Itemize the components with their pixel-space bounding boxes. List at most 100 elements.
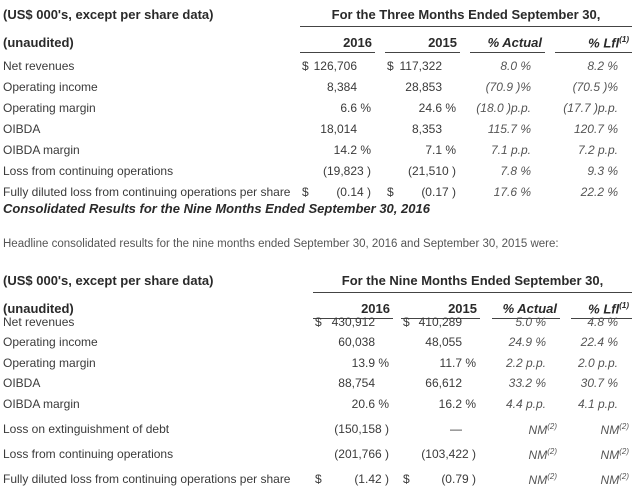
value-c2016: (0.14 )	[336, 185, 371, 199]
value-c2015: 66,612	[425, 376, 462, 390]
value-lfl: 22.2 %	[581, 185, 618, 199]
value-lfl: 7.2 p.p.	[578, 143, 618, 157]
header-underline	[313, 318, 393, 319]
value-actual: (18.0 )p.p.	[476, 101, 531, 115]
row-label: Operating margin	[3, 356, 96, 370]
row-label: Net revenues	[3, 315, 75, 329]
value-c2016: 20.6 %	[351, 397, 389, 411]
value-text: NM	[600, 423, 620, 437]
value-text: 4.1 p.p.	[577, 397, 618, 411]
col-header-text: 2016	[361, 301, 390, 316]
value-c2015: (0.17 )	[421, 185, 456, 199]
value-text: 2.2 p.p.	[505, 356, 546, 370]
value-c2015: (21,510 )	[407, 164, 456, 178]
currency-symbol: $	[302, 59, 309, 73]
value-actual: 4.4 p.p.	[506, 397, 546, 411]
value-c2015: 117,322	[399, 59, 443, 73]
footnote-ref: (1)	[619, 301, 629, 310]
value-lfl: 2.0 p.p.	[578, 356, 618, 370]
units-label: (US$ 000's, except per share data)	[3, 273, 214, 288]
value-c2016: (150,158 )	[334, 422, 389, 436]
value-text: 9.3 %	[587, 164, 618, 178]
unaudited-label: (unaudited)	[3, 301, 74, 316]
value-actual: 17.6 %	[494, 185, 531, 199]
row-label: Fully diluted loss from continuing opera…	[3, 472, 291, 486]
row-label: Loss on extinguishment of debt	[3, 422, 170, 436]
currency-symbol: $	[315, 315, 322, 329]
col-header-text: 2016	[343, 35, 372, 50]
row-label: OIBDA	[3, 122, 41, 136]
col-header-text: % Actual	[502, 301, 557, 316]
value-actual: 7.8 %	[500, 164, 531, 178]
header-underline	[401, 318, 480, 319]
row-label: OIBDA margin	[3, 143, 80, 157]
value-text: (70.9 )%	[485, 80, 531, 94]
value-text: (70.5 )%	[572, 80, 618, 94]
value-c2015: —	[450, 422, 462, 436]
value-text: 8.2 %	[587, 59, 618, 73]
value-text: 2.0 p.p.	[577, 356, 618, 370]
value-c2016: 18,014	[320, 122, 357, 136]
value-c2015: 28,853	[405, 80, 442, 94]
value-lfl: NM(2)	[601, 472, 629, 487]
units-label: (US$ 000's, except per share data)	[3, 7, 214, 22]
header-underline	[385, 52, 460, 53]
value-actual: 115.7 %	[488, 122, 531, 136]
value-c2015: 7.1 %	[425, 143, 456, 157]
currency-symbol: $	[387, 59, 394, 73]
currency-symbol: $	[302, 185, 309, 199]
value-c2016: 60,038	[338, 335, 375, 349]
value-lfl: 9.3 %	[587, 164, 618, 178]
row-label: Operating margin	[3, 101, 96, 115]
period-header: For the Nine Months Ended September 30,	[341, 273, 604, 288]
value-lfl: (17.7 )p.p.	[563, 101, 618, 115]
header-underline	[555, 52, 632, 53]
period-header: For the Three Months Ended September 30,	[331, 7, 601, 22]
value-actual: (70.9 )%	[486, 80, 531, 94]
footnote-ref: (2)	[547, 472, 557, 481]
value-actual: 2.2 p.p.	[506, 356, 546, 370]
col-header-text: % Actual	[487, 35, 542, 50]
col-header-lfl: % Lfl(1)	[588, 35, 629, 50]
value-lfl: (70.5 )%	[573, 80, 618, 94]
currency-symbol: $	[403, 472, 410, 486]
col-header-text: 2015	[448, 301, 477, 316]
value-actual: 5.0 %	[515, 315, 546, 329]
section-intro: Headline consolidated results for the ni…	[3, 238, 559, 250]
value-text: NM	[528, 448, 548, 462]
row-label: Operating income	[3, 335, 98, 349]
value-actual: NM(2)	[529, 422, 557, 437]
header-underline	[492, 318, 560, 319]
value-text: 24.9 %	[508, 335, 546, 349]
value-actual: 7.1 p.p.	[491, 143, 531, 157]
row-label: Net revenues	[3, 59, 75, 73]
unaudited-label: (unaudited)	[3, 35, 74, 50]
value-text: NM	[600, 473, 620, 487]
value-c2016: 430,912	[331, 315, 375, 329]
value-text: 5.0 %	[515, 315, 546, 329]
value-text: 7.8 %	[500, 164, 531, 178]
value-lfl: 4.1 p.p.	[578, 397, 618, 411]
footnote-ref: (2)	[547, 447, 557, 456]
value-c2015: (103,422 )	[421, 447, 476, 461]
value-text: (17.7 )p.p.	[563, 101, 618, 115]
value-lfl: NM(2)	[601, 422, 629, 437]
footnote-ref: (2)	[619, 422, 629, 431]
value-c2015: 16.2 %	[438, 397, 476, 411]
value-text: 7.1 p.p.	[490, 143, 531, 157]
row-label: Loss from continuing operations	[3, 447, 174, 461]
value-c2015: 8,353	[411, 122, 442, 136]
value-c2016: (19,823 )	[322, 164, 371, 178]
value-actual: NM(2)	[529, 472, 557, 487]
value-text: 22.2 %	[580, 185, 618, 199]
col-header-text: % Lfl	[588, 35, 620, 51]
value-text: 17.6 %	[493, 185, 531, 199]
col-header-y2016: 2016	[361, 301, 390, 316]
header-underline	[571, 318, 632, 319]
value-c2015: (0.79 )	[441, 472, 476, 486]
col-header-text: 2015	[428, 35, 457, 50]
value-c2016: 8,384	[326, 80, 357, 94]
value-c2015: 410,289	[418, 315, 462, 329]
value-c2016: 126,706	[313, 59, 357, 73]
value-c2016: 14.2 %	[333, 143, 371, 157]
